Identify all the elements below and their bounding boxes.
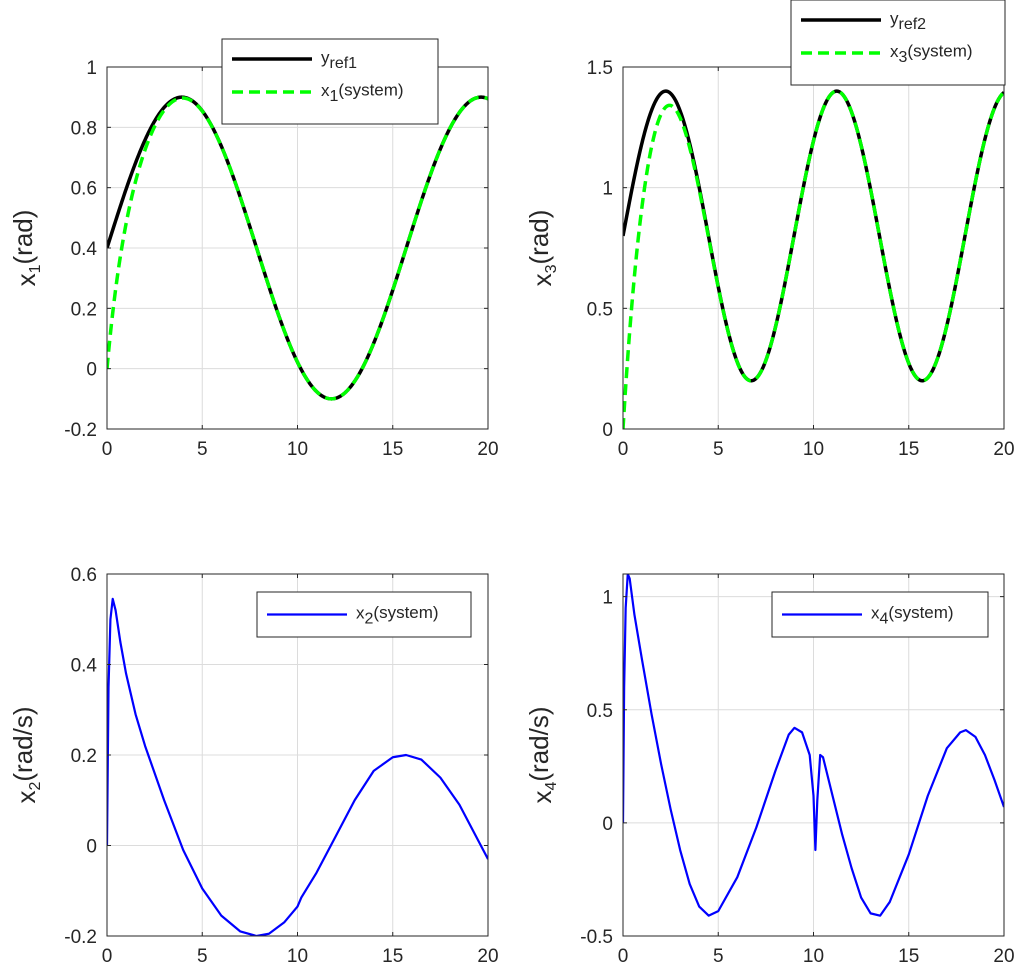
series-line-x2-system — [107, 597, 488, 936]
legend-label-yref2: yref2 — [890, 9, 926, 33]
y-tick-label: 0.4 — [71, 239, 98, 260]
x-tick-label: 15 — [898, 946, 919, 967]
y-tick-label: 0.6 — [71, 565, 97, 586]
y-tick-label: 0 — [602, 420, 613, 441]
y-tick-label: 0.2 — [71, 746, 97, 767]
x1-panel: 0 5 10 15 20-0.200.20.40.60.81x1(rad)yref1x1… — [8, 38, 499, 460]
x-tick-label: 15 — [382, 946, 403, 967]
y-tick-label: 0 — [86, 837, 97, 858]
series-line-x1-system — [107, 95, 488, 401]
y-tick-label: 1 — [86, 58, 97, 79]
y-tick-label: -0.5 — [580, 927, 613, 948]
y-tick-label: 0 — [602, 814, 613, 835]
y-tick-label: 0.5 — [587, 299, 613, 320]
legend-label-x2-system: x2(system) — [356, 603, 439, 627]
x-tick-label: 5 — [197, 439, 208, 460]
y-tick-label: -0.2 — [64, 927, 97, 948]
x-tick-label: 10 — [803, 946, 824, 967]
legend: x4(system) — [771, 591, 989, 638]
x2-panel: 0 5 10 15 20-0.200.20.40.6x2(rad/s)x2(system… — [8, 565, 499, 967]
y-tick-label: 1 — [602, 179, 613, 200]
y-tick-label: 0 — [86, 360, 97, 381]
legend: x2(system) — [256, 591, 472, 638]
legend-box — [790, 0, 1006, 86]
y-tick-label: 0.2 — [71, 299, 97, 320]
y-axis-label: x1(rad) — [8, 210, 44, 287]
x-tick-label: 10 — [803, 439, 824, 460]
y-axis-label: x2(rad/s) — [8, 706, 44, 803]
y-tick-label: 1.5 — [587, 58, 613, 79]
legend-label-x4-system: x4(system) — [871, 603, 954, 627]
x-tick-label: 5 — [197, 946, 208, 967]
series-line-x3-system — [623, 89, 1004, 429]
x-tick-label: 20 — [993, 439, 1014, 460]
y-tick-label: -0.2 — [64, 420, 97, 441]
x-tick-label: 0 — [618, 946, 629, 967]
x-tick-label: 0 — [618, 439, 629, 460]
x-tick-label: 20 — [477, 946, 498, 967]
y-tick-label: 0.5 — [587, 701, 613, 722]
y-tick-label: 1 — [602, 588, 613, 609]
x-tick-label: 5 — [713, 946, 724, 967]
x-tick-label: 5 — [713, 439, 724, 460]
y-axis-label: x3(rad) — [524, 210, 560, 287]
series-line-x4-system — [623, 574, 1004, 917]
x-tick-label: 20 — [993, 946, 1014, 967]
y-tick-label: 0.6 — [71, 179, 97, 200]
x3-panel: 0 5 10 15 20 0 0.5 1 1.5 x3(rad) yref2 x3(system) — [524, 0, 1015, 460]
y-axis-label: x4(rad/s) — [524, 706, 560, 803]
x-tick-label: 0 — [102, 946, 113, 967]
legend-label-x3-system: x3(system) — [890, 42, 973, 66]
legend: yref2 x3(system) — [790, 0, 1006, 86]
legend-label-yref1: yref1 — [321, 48, 357, 72]
y-tick-label: 0.4 — [71, 656, 98, 677]
x-tick-label: 20 — [477, 439, 498, 460]
x-tick-label: 15 — [898, 439, 919, 460]
x-tick-label: 10 — [287, 439, 308, 460]
legend-label-x1-system: x1(system) — [321, 81, 404, 105]
x-tick-label: 15 — [382, 439, 403, 460]
x-tick-label: 10 — [287, 946, 308, 967]
legend: yref1 x1(system) — [221, 38, 439, 125]
y-tick-label: 0.8 — [71, 118, 97, 139]
legend-box — [221, 38, 439, 125]
x-tick-label: 0 — [102, 439, 113, 460]
